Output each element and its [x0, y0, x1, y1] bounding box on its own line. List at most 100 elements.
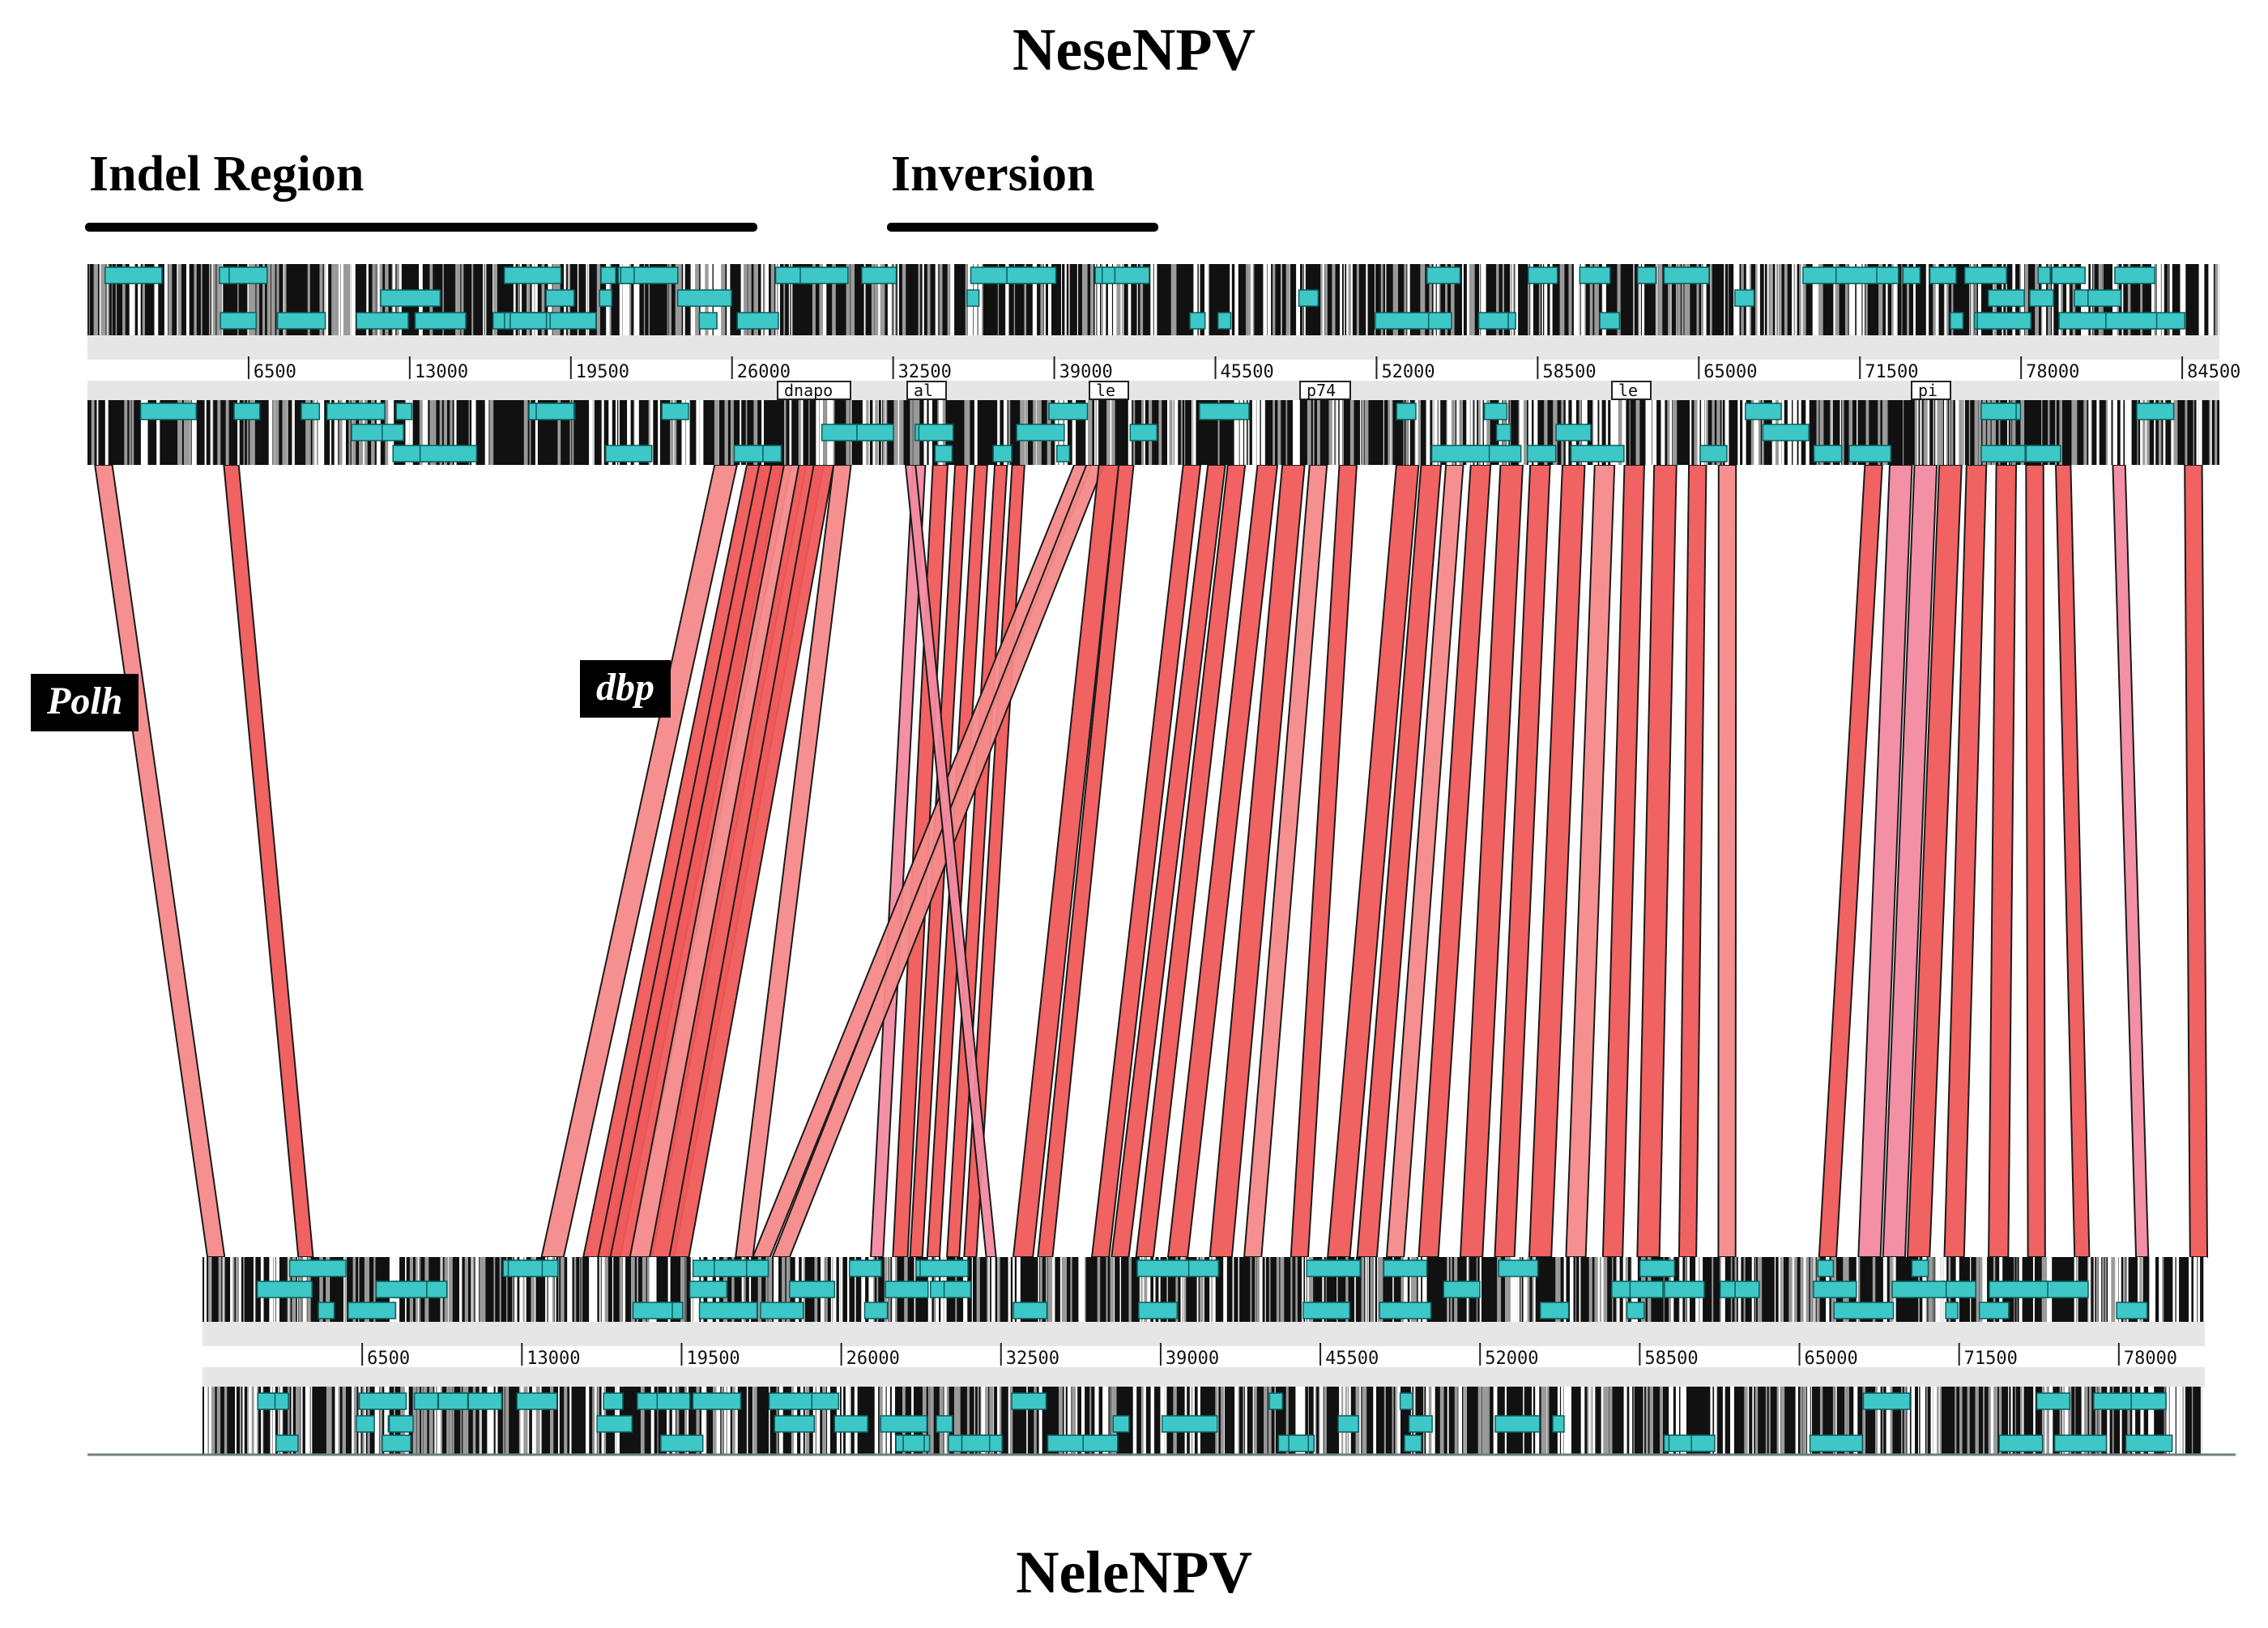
orf-stripe [1175, 1257, 1179, 1322]
orf-stripe [667, 1387, 669, 1455]
orf-stripe [1274, 1387, 1276, 1455]
orf-stripe [1132, 1387, 1137, 1455]
orf-stripe [204, 1257, 207, 1322]
orf-stripe [967, 400, 970, 465]
orf-stripe [1982, 400, 1986, 465]
orf-stripe [1116, 264, 1121, 335]
orf-stripe [1477, 1387, 1482, 1455]
orf-stripe [405, 400, 409, 465]
orf-stripe [1174, 400, 1179, 465]
cds-feature [1929, 266, 1957, 284]
orf-stripe [1969, 264, 1971, 335]
orf-stripe [380, 1387, 382, 1455]
orf-stripe [798, 400, 800, 465]
orf-stripe [667, 264, 668, 335]
orf-stripe [604, 1257, 608, 1322]
orf-stripe [1317, 400, 1320, 465]
orf-stripe [1141, 264, 1144, 335]
orf-stripe [2024, 264, 2028, 335]
orf-stripe [976, 1257, 980, 1322]
orf-stripe [1429, 264, 1432, 335]
orf-stripe [423, 1387, 428, 1455]
orf-stripe [623, 1257, 626, 1322]
orf-stripe [512, 1257, 514, 1322]
orf-stripe [536, 1387, 540, 1455]
orf-stripe [1765, 1387, 1767, 1455]
orf-stripe [1878, 400, 1881, 465]
orf-stripe [2041, 1387, 2045, 1455]
orf-stripe [1232, 1257, 1234, 1322]
orf-stripe [2189, 1257, 2192, 1322]
orf-stripe [1276, 1257, 1280, 1322]
orf-stripe [270, 1387, 273, 1455]
orf-stripe [1802, 1387, 1807, 1455]
orf-stripe [2096, 400, 2099, 465]
orf-stripe [1810, 1387, 1812, 1455]
orf-stripe [1511, 1257, 1514, 1322]
cds-feature [2051, 266, 2086, 284]
orf-stripe [1389, 400, 1393, 465]
orf-stripe [741, 1257, 744, 1322]
orf-stripe [761, 400, 764, 465]
orf-stripe [552, 1257, 555, 1322]
orf-stripe [2198, 264, 2203, 335]
orf-stripe [2173, 400, 2177, 465]
ruler-tick-label: 19500 [686, 1349, 740, 1369]
orf-stripe [1256, 400, 1260, 465]
orf-stripe [777, 264, 778, 335]
orf-stripe [343, 1257, 346, 1322]
orf-stripe [1737, 400, 1741, 465]
orf-stripe [1893, 264, 1897, 335]
orf-stripe [1048, 264, 1051, 335]
orf-stripe [221, 264, 224, 335]
orf-stripe [1040, 264, 1043, 335]
orf-stripe [840, 1257, 843, 1322]
orf-stripe [1110, 1257, 1115, 1322]
orf-stripe [346, 264, 351, 335]
orf-stripe [652, 1257, 656, 1322]
orf-stripe [686, 1387, 689, 1455]
cds-feature [288, 1259, 347, 1277]
orf-stripe [460, 1387, 462, 1455]
orf-stripe [240, 1387, 241, 1455]
inversion-label: Inversion [891, 147, 1095, 202]
cds-feature [1978, 1302, 2010, 1319]
orf-stripe [1721, 400, 1723, 465]
cds-feature [633, 266, 679, 284]
orf-stripe [1335, 400, 1337, 465]
orf-stripe [1072, 1387, 1076, 1455]
orf-stripe [464, 1387, 469, 1455]
cds-feature [660, 1434, 704, 1452]
orf-stripe [1830, 400, 1831, 465]
orf-stripe [1221, 1387, 1224, 1455]
orf-stripe [204, 1387, 208, 1455]
orf-stripe [1923, 1387, 1925, 1455]
orf-stripe [1140, 1387, 1145, 1455]
orf-stripe [2020, 1387, 2023, 1455]
orf-stripe [2172, 1387, 2176, 1455]
orf-stripe [1833, 264, 1835, 335]
cds-feature [1404, 1434, 1422, 1452]
orf-stripe [1863, 1387, 1865, 1455]
orf-stripe [1356, 264, 1359, 335]
orf-stripe [339, 400, 343, 465]
orf-stripe [1968, 400, 1971, 465]
orf-stripe [586, 264, 588, 335]
orf-stripe [1403, 400, 1405, 465]
cds-feature [1539, 1302, 1570, 1319]
cds-feature [1498, 1259, 1539, 1277]
orf-stripe [319, 264, 323, 335]
orf-stripe [248, 1387, 252, 1455]
orf-stripe [558, 1257, 560, 1322]
orf-stripe [741, 264, 745, 335]
cds-feature [1082, 1434, 1119, 1452]
orf-stripe [1788, 1257, 1793, 1322]
orf-stripe [2020, 400, 2024, 465]
orf-stripe [2041, 400, 2043, 465]
orf-stripe [628, 264, 632, 335]
orf-stripe [1005, 264, 1009, 335]
orf-stripe [505, 1387, 509, 1455]
orf-stripe [1752, 1387, 1754, 1455]
orf-stripe [472, 1257, 475, 1322]
orf-stripe [1076, 264, 1078, 335]
